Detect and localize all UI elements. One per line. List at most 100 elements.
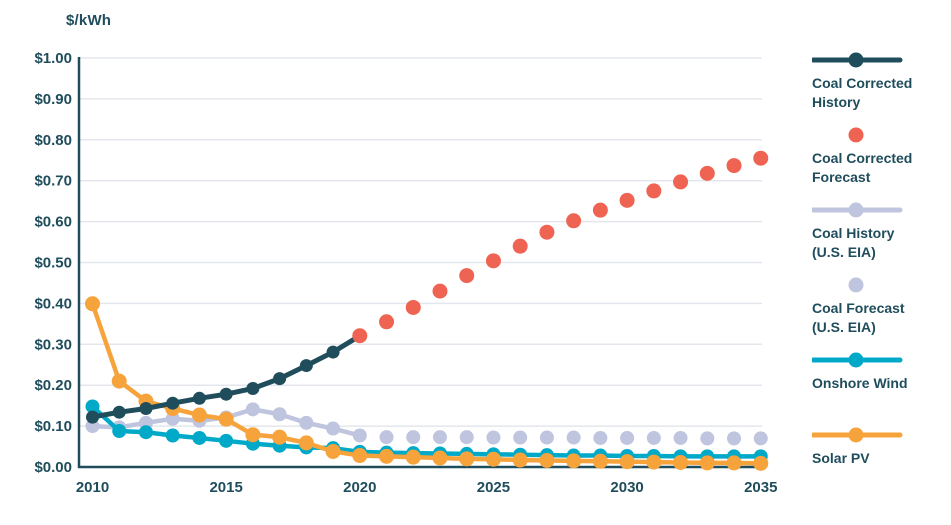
data-point — [192, 391, 206, 405]
data-point — [352, 428, 367, 443]
data-point — [485, 253, 501, 269]
data-point — [432, 430, 447, 445]
y-tick-label: $0.30 — [34, 336, 72, 353]
data-point — [646, 183, 662, 199]
legend-label: Coal Corrected History — [812, 75, 913, 110]
data-point — [85, 419, 100, 434]
data-point — [513, 430, 528, 445]
data-point — [273, 372, 287, 386]
data-point — [700, 431, 715, 446]
data-point — [299, 415, 314, 430]
dot-marker-icon — [848, 127, 864, 143]
series-solar-pv — [85, 296, 769, 471]
data-point — [405, 449, 421, 465]
legend-item-coal-forecast-u-s-eia: Coal Forecast (U.S. EIA) — [812, 277, 951, 337]
data-point — [485, 451, 501, 467]
y-tick-label: $0.60 — [34, 214, 72, 231]
data-point — [619, 192, 635, 208]
data-point — [86, 410, 99, 424]
data-point — [459, 268, 475, 284]
data-point — [298, 435, 314, 451]
data-point — [85, 399, 100, 414]
data-point — [699, 165, 715, 181]
data-point — [272, 407, 287, 422]
legend-label: Coal History (U.S. EIA) — [812, 225, 895, 260]
data-point — [299, 359, 313, 373]
legend-item-coal-history-u-s-eia: Coal History (U.S. EIA) — [812, 202, 951, 262]
y-tick-label: $0.50 — [34, 255, 72, 272]
data-point — [406, 430, 421, 445]
data-point — [673, 174, 689, 190]
line-dot-marker-icon — [812, 52, 903, 68]
line-dot-marker-icon — [812, 427, 903, 443]
data-point — [352, 448, 368, 464]
data-point — [619, 454, 635, 470]
data-point — [699, 455, 715, 471]
data-point — [112, 405, 126, 419]
line-dot-marker-icon — [812, 352, 903, 368]
data-point — [512, 238, 528, 254]
data-point — [245, 427, 261, 443]
data-point — [753, 431, 768, 446]
y-tick-label: $0.00 — [34, 459, 72, 476]
series-line — [90, 333, 363, 420]
data-point — [379, 430, 394, 445]
data-point — [539, 430, 554, 445]
data-point — [218, 411, 234, 427]
data-point — [726, 158, 742, 174]
x-tick-label: 2020 — [343, 479, 376, 496]
legend-label: Onshore Wind — [812, 375, 908, 391]
legend-item-onshore-wind: Onshore Wind — [812, 352, 951, 393]
legend-item-coal-corrected-forecast: Coal Corrected Forecast — [812, 127, 951, 187]
data-point — [753, 150, 769, 166]
y-tick-label: $0.70 — [34, 173, 72, 190]
line-dot-marker-icon — [812, 202, 903, 218]
data-point — [620, 430, 635, 445]
data-point — [512, 452, 528, 468]
legend-label: Solar PV — [812, 450, 870, 466]
series-coal-corrected-history — [86, 329, 367, 424]
data-point — [727, 431, 742, 446]
y-tick-label: $1.00 — [34, 50, 72, 67]
data-point — [165, 411, 180, 426]
data-point — [379, 314, 395, 330]
x-tick-label: 2035 — [744, 479, 777, 496]
data-point — [352, 328, 368, 344]
data-point — [432, 450, 448, 466]
x-tick-label: 2030 — [610, 479, 643, 496]
data-point — [379, 448, 395, 464]
data-point — [566, 453, 582, 469]
data-point — [566, 213, 582, 229]
data-point — [272, 429, 288, 445]
legend-label: Coal Forecast (U.S. EIA) — [812, 300, 905, 335]
data-point — [139, 402, 153, 416]
data-point — [539, 224, 555, 240]
legend-item-solar-pv: Solar PV — [812, 427, 951, 468]
y-tick-label: $0.80 — [34, 132, 72, 149]
series-coal-corrected-forecast — [352, 150, 769, 344]
data-point — [326, 345, 340, 359]
data-point — [726, 455, 742, 471]
data-point — [673, 455, 689, 471]
data-point — [219, 387, 233, 401]
data-point — [593, 430, 608, 445]
y-axis-unit-label: $/kWh — [66, 12, 112, 29]
x-tick-label: 2025 — [477, 479, 510, 496]
y-tick-label: $0.90 — [34, 91, 72, 108]
x-tick-label: 2010 — [76, 479, 109, 496]
legend-item-coal-corrected-history: Coal Corrected History — [812, 52, 951, 112]
data-point — [165, 428, 180, 443]
legend-label: Coal Corrected Forecast — [812, 150, 913, 185]
data-point — [592, 453, 608, 469]
data-point — [566, 430, 581, 445]
y-tick-label: $0.40 — [34, 295, 72, 312]
data-point — [246, 381, 260, 395]
data-point — [192, 430, 207, 445]
data-point — [592, 202, 608, 218]
series-coal-forecast-u-s-eia — [379, 430, 768, 446]
data-point — [326, 421, 341, 436]
data-point — [432, 283, 448, 299]
series-onshore-wind — [85, 399, 768, 464]
data-point — [486, 430, 501, 445]
data-point — [673, 430, 688, 445]
